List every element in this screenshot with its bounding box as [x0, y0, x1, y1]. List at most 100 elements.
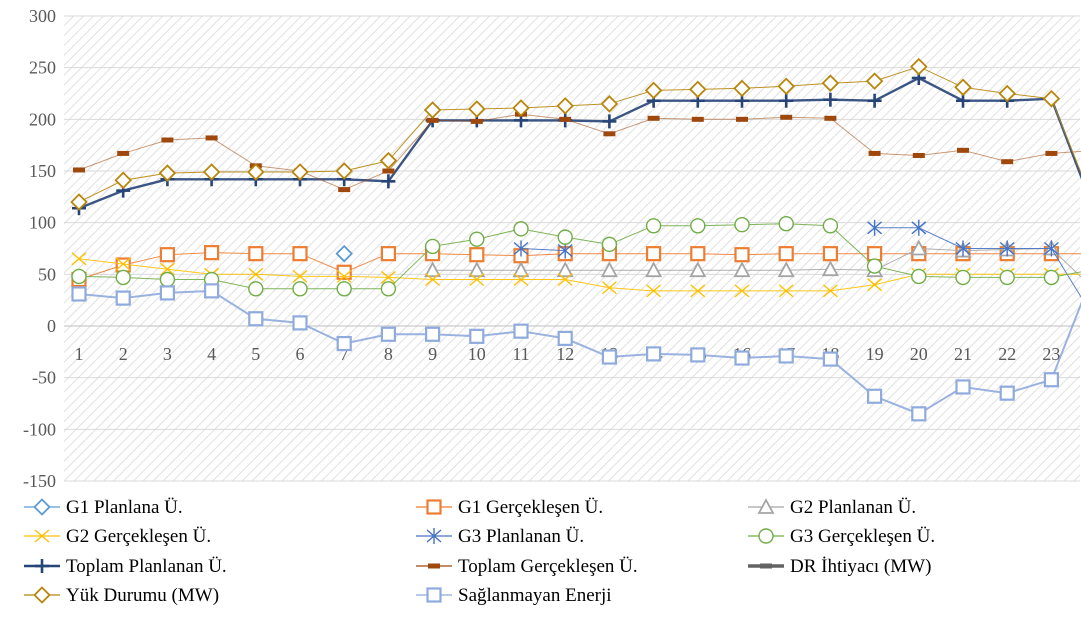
series-line	[520, 227, 1081, 298]
data-point	[734, 350, 750, 366]
data-point	[292, 281, 308, 297]
data-point	[910, 57, 928, 76]
data-point	[1043, 372, 1060, 388]
y-tick-label: 300	[29, 6, 56, 26]
data-point	[779, 93, 794, 108]
data-point	[777, 77, 795, 96]
data-point	[159, 262, 175, 276]
data-point	[512, 99, 530, 117]
data-point	[911, 268, 927, 285]
series-10	[71, 283, 1081, 422]
data-point	[602, 114, 617, 129]
data-point	[868, 150, 881, 156]
data-point	[513, 323, 529, 339]
legend-item-4: G3 Planlanan Ü.	[416, 526, 584, 547]
data-point	[690, 284, 706, 298]
data-point	[379, 151, 398, 170]
data-point	[380, 246, 396, 262]
data-point	[734, 247, 750, 263]
data-point	[822, 246, 839, 262]
data-point	[1043, 269, 1060, 286]
y-tick-label: 250	[29, 58, 56, 78]
data-point	[778, 284, 794, 298]
y-tick-label: -100	[23, 419, 56, 439]
legend-marker	[34, 529, 50, 543]
data-point	[557, 229, 573, 245]
x-tick-label: 3	[163, 344, 172, 364]
data-point	[513, 221, 529, 237]
data-point	[159, 285, 175, 301]
data-point	[734, 217, 750, 233]
data-point	[955, 269, 971, 286]
data-point	[469, 272, 485, 287]
data-point	[824, 115, 837, 121]
legend-label: G3 Planlanan Ü.	[458, 526, 584, 547]
y-tick-label: -150	[23, 471, 56, 491]
data-point	[380, 281, 397, 297]
data-point	[557, 272, 573, 287]
data-point	[338, 187, 351, 193]
legend-marker	[426, 528, 442, 544]
x-tick-label: 10	[468, 344, 486, 364]
data-point	[159, 271, 176, 288]
data-point	[470, 118, 483, 124]
legend-item-0: G1 Planlana Ü.	[24, 497, 183, 518]
data-point	[645, 261, 663, 278]
legend-label: G1 Planlana Ü.	[66, 497, 183, 518]
data-point	[1045, 150, 1058, 156]
data-point	[690, 246, 706, 262]
data-point	[559, 116, 572, 122]
x-tick-label: 7	[340, 344, 349, 364]
data-point	[115, 257, 131, 271]
data-point	[71, 252, 87, 266]
data-point	[647, 115, 660, 121]
data-point	[556, 97, 574, 115]
legend-label: Toplam Gerçekleşen Ü.	[458, 556, 638, 577]
data-point	[778, 215, 794, 232]
data-point	[469, 231, 485, 247]
data-point	[336, 335, 352, 352]
data-point	[689, 261, 707, 278]
legend-label: Sağlanmayan Enerji	[458, 585, 612, 606]
legend: G1 Planlana Ü. G1 Gerçekleşen Ü. G2 Planla…	[24, 497, 935, 606]
legend-marker	[758, 528, 774, 544]
data-point	[691, 116, 704, 122]
data-point	[204, 283, 220, 299]
legend-label: G3 Gerçekleşen Ü.	[790, 526, 935, 547]
x-tick-label: 23	[1042, 344, 1060, 364]
data-point	[780, 114, 793, 120]
data-point	[335, 162, 353, 180]
data-point	[512, 261, 530, 278]
data-point	[513, 272, 529, 287]
data-point	[645, 246, 662, 262]
x-tick-label: 8	[384, 344, 393, 364]
data-point	[115, 269, 131, 286]
data-point	[70, 193, 88, 211]
data-point	[821, 260, 839, 277]
series-line	[432, 247, 1081, 278]
data-point	[336, 281, 352, 297]
data-point	[336, 269, 352, 283]
data-point	[601, 281, 617, 295]
x-tick-label: 19	[866, 344, 884, 364]
data-point	[777, 261, 795, 278]
legend-marker	[428, 563, 440, 569]
x-tick-label: 1	[75, 344, 84, 364]
series-layer	[70, 57, 1081, 422]
x-tick-label: 5	[251, 344, 260, 364]
data-point	[159, 247, 175, 263]
legend-marker	[35, 559, 49, 573]
data-point	[865, 72, 884, 90]
data-point	[736, 116, 748, 122]
data-point	[335, 244, 353, 263]
data-point	[292, 269, 308, 283]
data-point	[600, 95, 619, 113]
data-point	[644, 81, 663, 100]
legend-item-3: G2 Gerçekleşen Ü.	[24, 526, 211, 547]
data-point	[115, 290, 131, 306]
y-tick-label: 150	[29, 161, 56, 181]
x-tick-label: 6	[296, 344, 305, 364]
data-point	[778, 246, 794, 262]
data-point	[998, 84, 1016, 103]
x-tick-label: 22	[998, 344, 1016, 364]
